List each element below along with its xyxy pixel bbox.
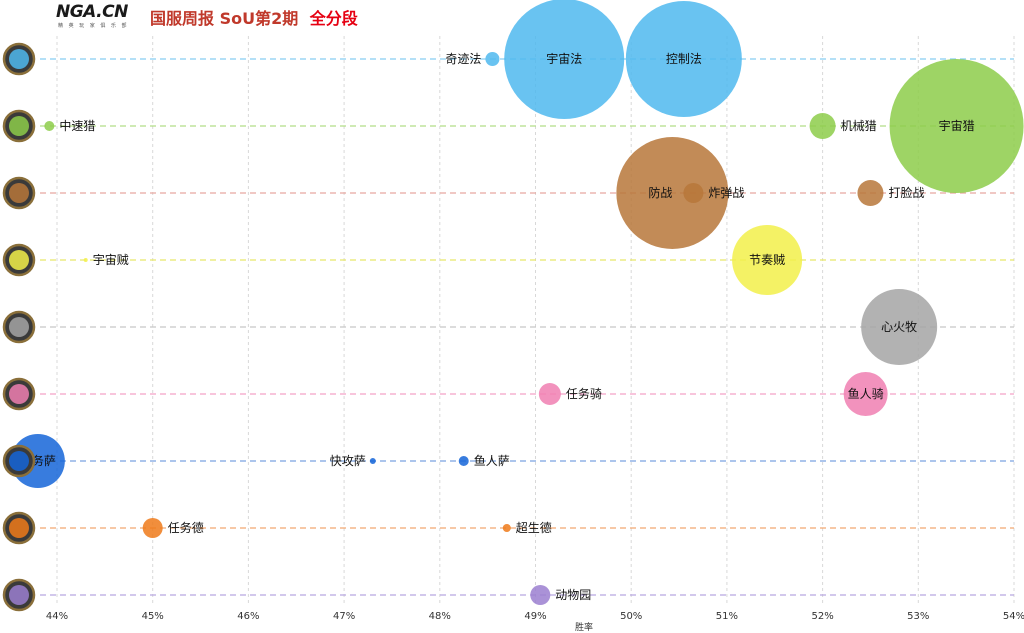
bubble-label: 防战	[648, 185, 672, 200]
rogue-class-icon	[2, 243, 36, 277]
icon-core	[9, 183, 29, 203]
bubble	[504, 0, 625, 119]
bubble-point	[843, 372, 888, 416]
logo-text: NGA.CN	[56, 2, 128, 22]
x-tick-label: 50%	[620, 611, 642, 622]
bubble-label: 打脸战	[888, 186, 924, 200]
bubble	[458, 456, 469, 466]
header: NGA.CN 精 英 玩 家 俱 乐 部 国服周报 SoU第2期 全分段	[0, 0, 1024, 36]
bubble-point	[504, 0, 625, 119]
bubble	[369, 458, 376, 464]
x-tick-label: 45%	[142, 611, 164, 622]
warlock-class-icon	[2, 578, 36, 612]
bubble-point	[142, 518, 163, 538]
bubble-point	[485, 52, 500, 66]
logo-tagline: 精 英 玩 家 俱 乐 部	[58, 23, 129, 29]
bubble-point	[857, 180, 884, 206]
bubble	[83, 258, 88, 262]
bubble-label: 炸弹战	[708, 186, 744, 200]
bubble-point	[538, 383, 561, 405]
x-axis-label: 胜率	[575, 621, 593, 633]
bubble-point	[889, 59, 1024, 193]
x-tick-label: 46%	[237, 611, 259, 622]
x-tick-label: 53%	[907, 611, 929, 622]
bubble-point	[502, 524, 511, 532]
bubble-label: 动物园	[555, 588, 591, 602]
x-tick-label: 44%	[46, 611, 68, 622]
x-tick-label: 54%	[1003, 611, 1024, 622]
bubble-point	[809, 113, 836, 139]
priest-class-icon	[2, 310, 36, 344]
bubble	[861, 289, 938, 365]
x-tick-label: 52%	[811, 611, 833, 622]
x-axis-ticks: 44% 45% 46% 47% 48% 49% 50% 51% 52% 53% 54%	[46, 611, 1024, 622]
bubble-point	[458, 456, 469, 466]
x-tick-label: 47%	[333, 611, 355, 622]
bubble	[142, 518, 163, 538]
bubble	[625, 1, 742, 117]
class-icons	[2, 42, 36, 612]
bubble	[683, 183, 704, 203]
icon-core	[9, 585, 29, 605]
bubble	[616, 137, 729, 249]
icon-core	[9, 518, 29, 538]
bubble-label: 中速猎	[59, 118, 95, 133]
bubble-point	[616, 137, 729, 249]
bubble	[502, 524, 511, 532]
hunter-class-icon	[2, 109, 36, 143]
bubble	[530, 585, 551, 605]
bubble-label: 鱼人萨	[474, 454, 510, 468]
bubble-label: 超生德	[516, 520, 552, 535]
bubble-point	[369, 458, 376, 464]
bubble-point	[625, 1, 742, 117]
bubble-label: 心火牧	[881, 320, 917, 334]
bubble-label: 宇宙贼	[93, 252, 129, 267]
icon-core	[9, 49, 29, 69]
bubble-label: 奇迹法	[445, 52, 481, 66]
bubble-label: 鱼人骑	[848, 387, 884, 401]
bubble-point	[861, 289, 938, 365]
title-main: 国服周报 SoU第2期	[150, 9, 299, 28]
bubble	[889, 59, 1024, 193]
nga-logo[interactable]: NGA.CN 精 英 玩 家 俱 乐 部	[56, 2, 140, 30]
title-subtitle: 全分段	[309, 9, 358, 28]
bubble-label: 机械猎	[841, 118, 877, 133]
bubble-point	[83, 258, 88, 262]
chart-title: 国服周报 SoU第2期 全分段	[150, 5, 358, 29]
bubble	[44, 121, 55, 131]
bubble-label: 宇宙猎	[939, 118, 975, 133]
bubble-label: 宇宙法	[546, 51, 582, 66]
bubble-point	[683, 183, 704, 203]
bubble	[485, 52, 500, 66]
icon-core	[9, 250, 29, 270]
bubble-point	[732, 225, 803, 295]
icon-core	[9, 384, 29, 404]
bubble	[809, 113, 836, 139]
x-tick-label: 49%	[524, 611, 546, 622]
bubble-point	[44, 121, 55, 131]
mage-class-icon	[2, 42, 36, 76]
paladin-class-icon	[2, 377, 36, 411]
bubble	[538, 383, 561, 405]
druid-class-icon	[2, 511, 36, 545]
x-tick-label: 48%	[429, 611, 451, 622]
icon-core	[9, 116, 29, 136]
bubble-label: 快攻萨	[330, 454, 366, 468]
bubble	[843, 372, 888, 416]
bubbles	[10, 0, 1024, 605]
bubble	[732, 225, 803, 295]
bubble-label: 任务骑	[566, 386, 602, 401]
bubble-label: 节奏贼	[749, 252, 785, 267]
shaman-class-icon	[2, 444, 36, 478]
bubble-label: 任务德	[168, 520, 204, 535]
icon-core	[9, 317, 29, 337]
bubble	[857, 180, 884, 206]
bubble-point	[530, 585, 551, 605]
icon-core	[9, 451, 29, 471]
warrior-class-icon	[2, 176, 36, 210]
bubble-label: 控制法	[666, 52, 702, 66]
x-tick-label: 51%	[716, 611, 738, 622]
